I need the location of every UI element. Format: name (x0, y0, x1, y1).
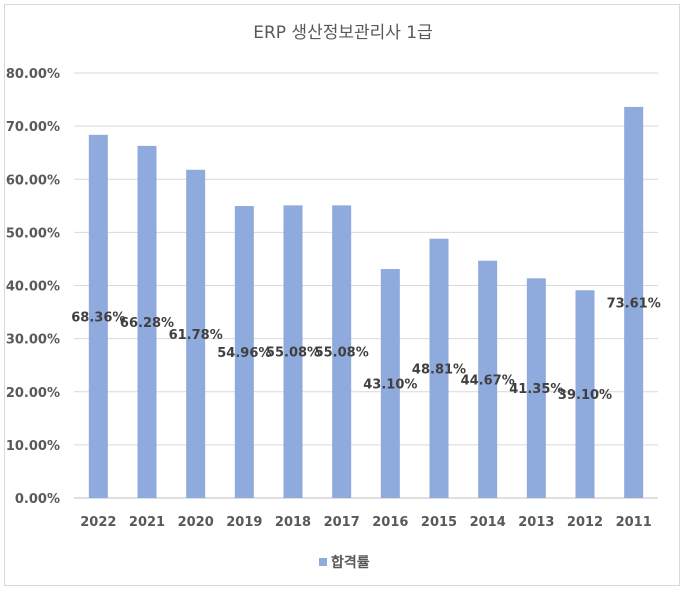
x-tick-label: 2022 (80, 515, 116, 530)
y-tick-label: 40.00% (6, 280, 60, 295)
chart-title: ERP 생산정보관리사 1급 (253, 23, 433, 43)
data-label: 55.08% (315, 346, 369, 361)
x-tick-label: 2015 (421, 515, 457, 530)
x-tick-label: 2020 (178, 515, 214, 530)
y-tick-label: 80.00% (6, 67, 60, 82)
bar (478, 260, 498, 498)
data-label: 55.08% (266, 346, 320, 361)
x-tick-label: 2013 (518, 515, 554, 530)
bar (624, 106, 644, 499)
y-axis-ticks: 0.00% 10.00% 20.00% 30.00% 40.00% 50.00% 60.00… (6, 67, 60, 507)
data-label: 43.10% (363, 378, 417, 393)
y-tick-label: 60.00% (6, 173, 60, 188)
x-tick-label: 2018 (275, 515, 311, 530)
bar (234, 206, 254, 498)
bar (283, 205, 303, 498)
data-label: 39.10% (558, 388, 612, 403)
bar (526, 278, 546, 498)
y-tick-label: 0.00% (15, 492, 60, 507)
data-label: 54.96% (217, 346, 271, 361)
x-tick-label: 2017 (324, 515, 360, 530)
bar (380, 269, 400, 498)
x-axis-ticks: 2022 2021 2020 2019 2018 2017 2016 2015 2014 2013… (80, 515, 652, 530)
y-tick-label: 70.00% (6, 120, 60, 135)
legend-swatch (319, 558, 327, 566)
x-tick-label: 2011 (616, 515, 652, 530)
data-label: 66.28% (120, 316, 174, 331)
x-tick-label: 2019 (226, 515, 262, 530)
x-tick-label: 2014 (470, 515, 506, 530)
bar (186, 169, 206, 498)
y-tick-label: 30.00% (6, 333, 60, 348)
data-label: 73.61% (607, 296, 661, 311)
data-labels: 68.36%66.28%61.78%54.96%55.08%55.08%43.1… (71, 296, 660, 403)
legend: 합격률 (319, 554, 370, 571)
bar (88, 134, 108, 498)
x-tick-label: 2016 (372, 515, 408, 530)
bar (429, 238, 449, 498)
bars (88, 106, 644, 499)
data-label: 61.78% (169, 328, 223, 343)
data-label: 44.67% (461, 373, 515, 388)
bar (332, 205, 352, 498)
data-label: 41.35% (509, 382, 563, 397)
bar (575, 290, 595, 498)
y-tick-label: 20.00% (6, 386, 60, 401)
bar (137, 145, 157, 498)
x-tick-label: 2012 (567, 515, 603, 530)
x-tick-label: 2021 (129, 515, 165, 530)
legend-label: 합격률 (331, 554, 370, 571)
gridlines (74, 72, 658, 499)
y-tick-label: 50.00% (6, 226, 60, 241)
y-tick-label: 10.00% (6, 439, 60, 454)
data-label: 48.81% (412, 362, 466, 377)
data-label: 68.36% (71, 310, 125, 325)
